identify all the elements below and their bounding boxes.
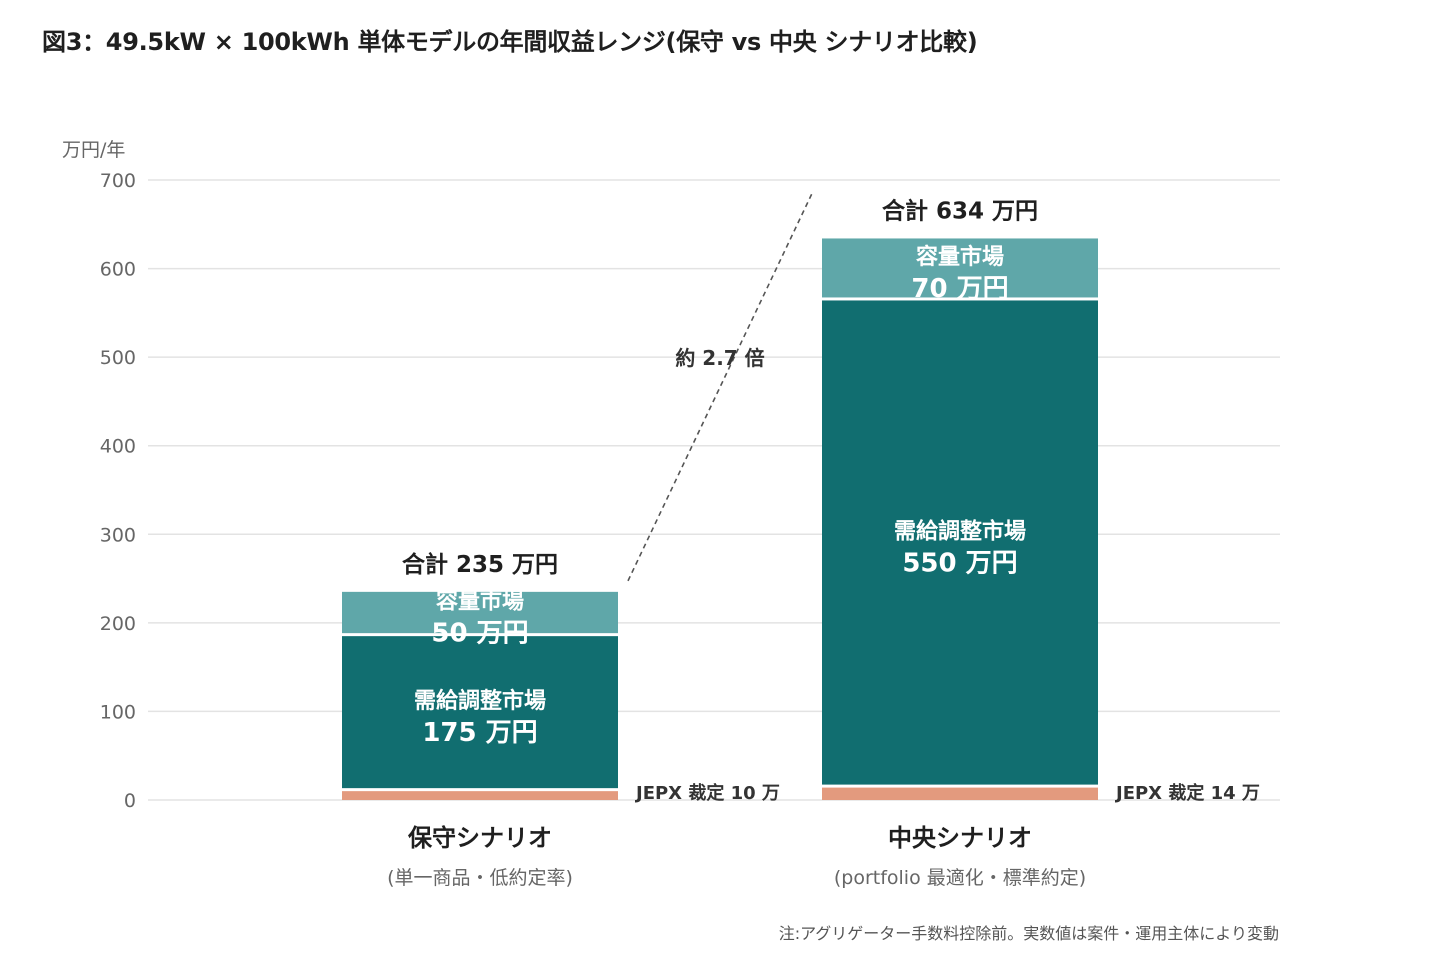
y-tick-label: 100	[100, 701, 136, 723]
y-tick-label: 500	[100, 347, 136, 369]
y-tick-label: 0	[124, 790, 136, 812]
bar-segment	[822, 300, 1098, 785]
segment-value-label: 50 万円	[431, 619, 528, 649]
grid-layer	[148, 179, 1280, 801]
bar-segment	[822, 238, 1098, 298]
segment-series-label: 需給調整市場	[894, 519, 1026, 545]
growth-dashed-line	[627, 193, 813, 582]
footnote: 注:アグリゲーター手数料控除前。実数値は案件・運用主体により変動	[778, 924, 1279, 943]
segment-value-label: 550 万円	[902, 549, 1017, 579]
bar-segment	[342, 791, 618, 800]
category-sublabel: (単一商品・低約定率)	[387, 867, 573, 889]
bars-layer	[342, 238, 1098, 800]
bar-segment	[822, 787, 1098, 800]
segment-series-label: 容量市場	[916, 244, 1004, 270]
segment-label: JEPX 裁定 14 万	[1114, 782, 1260, 804]
bar-segment	[342, 636, 618, 789]
category-label: 保守シナリオ	[407, 824, 552, 852]
segment-value-label: 70 万円	[911, 274, 1008, 304]
segment-value-label: 175 万円	[422, 718, 537, 748]
labels-layer: 万円/年 0 100 200 300 400 500 600 700 JEPX 裁定 10 万 需給…	[62, 139, 1260, 889]
bar-segment	[342, 591, 618, 634]
total-label: 合計 235 万円	[402, 551, 558, 578]
chart-title: 図3：49.5kW × 100kWh 単体モデルの年間収益レンジ(保守 vs 中…	[42, 28, 978, 56]
y-axis-label: 万円/年	[62, 139, 125, 161]
y-tick-label: 400	[100, 436, 136, 458]
y-tick-label: 600	[100, 259, 136, 281]
segment-series-label: 需給調整市場	[414, 688, 546, 714]
category-sublabel: (portfolio 最適化・標準約定)	[834, 867, 1086, 889]
total-label: 合計 634 万円	[882, 197, 1038, 224]
growth-annotation: 約 2.7 倍	[675, 346, 764, 370]
y-tick-label: 200	[100, 613, 136, 635]
y-tick-label: 700	[100, 170, 136, 192]
segment-series-label: 容量市場	[436, 589, 524, 615]
segment-label: JEPX 裁定 10 万	[634, 782, 780, 804]
y-tick-label: 300	[100, 524, 136, 546]
category-label: 中央シナリオ	[888, 824, 1032, 852]
